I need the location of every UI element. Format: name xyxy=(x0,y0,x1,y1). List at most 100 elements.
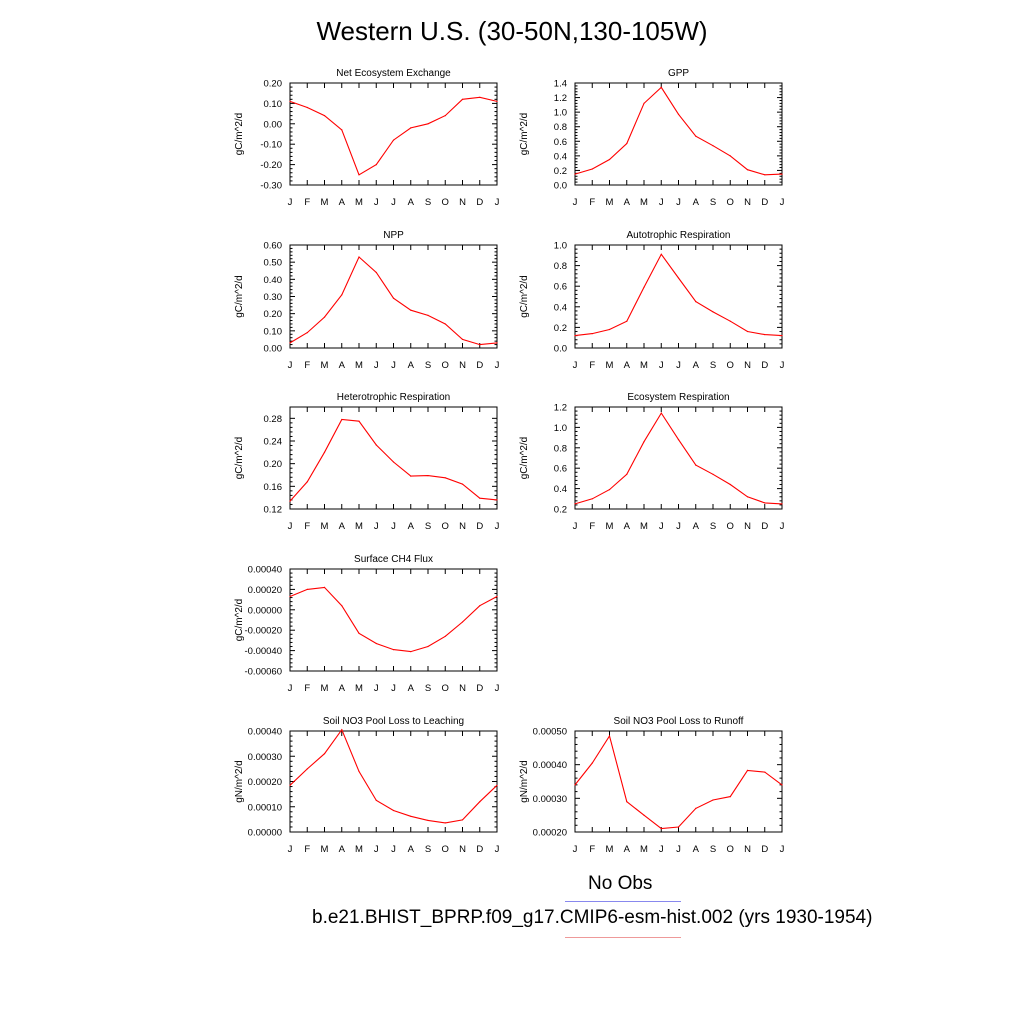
data-point xyxy=(410,475,412,477)
x-tick-label: M xyxy=(355,521,363,532)
data-point xyxy=(591,762,593,764)
x-tick-label: S xyxy=(425,521,431,532)
data-point xyxy=(427,645,429,648)
panel-0: Net Ecosystem Exchange gC/m^2/d -0.30 -0.20… xyxy=(234,68,500,208)
x-tick-label: M xyxy=(606,360,614,371)
data-point xyxy=(479,801,481,803)
x-tick-label: M xyxy=(640,521,648,532)
data-point xyxy=(729,796,731,798)
x-tick-label: D xyxy=(761,360,768,371)
data-point xyxy=(729,155,731,157)
x-tick-label: J xyxy=(573,844,578,855)
data-point xyxy=(660,253,662,255)
data-point xyxy=(289,500,291,502)
data-point xyxy=(660,86,662,88)
y-tick-label: 0.00020 xyxy=(248,777,282,788)
y-tick-label: 0.16 xyxy=(264,482,283,493)
x-tick-label: S xyxy=(425,844,431,855)
x-tick-label: A xyxy=(408,360,415,371)
y-tick-label: 0.20 xyxy=(264,309,283,320)
data-point xyxy=(358,420,360,422)
x-tick-label: M xyxy=(640,844,648,855)
data-point xyxy=(461,98,464,100)
x-tick-label: J xyxy=(495,197,500,208)
data-point xyxy=(574,173,576,175)
y-tick-label: -0.20 xyxy=(260,160,282,171)
data-point xyxy=(289,342,291,344)
data-point xyxy=(375,164,377,166)
data-point xyxy=(695,135,697,137)
x-tick-label: M xyxy=(321,521,329,532)
y-tick-label: 0.4 xyxy=(554,302,567,313)
data-point xyxy=(444,477,446,479)
data-point xyxy=(479,96,481,98)
y-axis-label: gC/m^2/d xyxy=(234,113,245,156)
y-tick-label: 0.00000 xyxy=(248,605,282,616)
y-tick-label: 0.4 xyxy=(554,484,567,495)
x-tick-label: S xyxy=(710,360,716,371)
y-tick-label: 0.12 xyxy=(264,505,283,516)
data-point xyxy=(410,815,412,817)
y-tick-label: 0.8 xyxy=(554,443,567,454)
x-tick-label: J xyxy=(573,360,578,371)
x-tick-label: J xyxy=(288,360,293,371)
data-point xyxy=(306,332,308,334)
x-tick-label: A xyxy=(408,521,415,532)
x-tick-label: M xyxy=(321,844,329,855)
x-tick-label: A xyxy=(624,197,631,208)
x-tick-label: J xyxy=(676,844,681,855)
series-line xyxy=(289,728,498,824)
data-point xyxy=(375,642,377,645)
data-point xyxy=(323,753,326,755)
x-tick-label: N xyxy=(459,844,466,855)
x-tick-label: F xyxy=(589,360,595,371)
panel-title: Net Ecosystem Exchange xyxy=(336,68,451,79)
data-point xyxy=(306,106,308,109)
x-tick-label: N xyxy=(459,360,466,371)
x-tick-label: F xyxy=(304,197,310,208)
x-tick-label: M xyxy=(321,197,329,208)
x-tick-label: M xyxy=(606,521,614,532)
panel-title: Soil NO3 Pool Loss to Runoff xyxy=(614,716,744,727)
x-tick-label: D xyxy=(476,683,483,694)
y-tick-label: 0.00040 xyxy=(248,565,282,576)
x-tick-label: D xyxy=(476,360,483,371)
x-tick-label: J xyxy=(374,197,379,208)
data-point xyxy=(781,503,783,505)
x-tick-label: O xyxy=(442,844,449,855)
x-tick-label: M xyxy=(606,844,614,855)
data-point xyxy=(392,649,395,651)
x-tick-label: A xyxy=(339,844,346,855)
x-tick-label: F xyxy=(304,844,310,855)
legend-label-no-obs: No Obs xyxy=(588,873,653,894)
data-point xyxy=(306,768,308,770)
x-tick-label: M xyxy=(355,844,363,855)
data-point xyxy=(375,799,377,802)
y-tick-label: 0.60 xyxy=(264,241,283,252)
data-point xyxy=(479,605,481,607)
data-point xyxy=(729,483,731,486)
y-tick-label: 0.10 xyxy=(264,99,283,110)
y-tick-label: 0.6 xyxy=(554,137,567,148)
data-point xyxy=(660,828,662,830)
panel-4: Heterotrophic Respiration gC/m^2/d 0.12 0.1… xyxy=(234,392,500,532)
x-tick-label: J xyxy=(495,844,500,855)
data-point xyxy=(496,100,498,102)
x-tick-label: A xyxy=(339,683,346,694)
panel-7: Soil NO3 Pool Loss to LeachinggN/m^2/d0.… xyxy=(234,716,500,855)
figure-title: Western U.S. (30-50N,130-105W) xyxy=(316,16,708,46)
y-tick-label: 0.4 xyxy=(554,151,567,162)
x-tick-label: J xyxy=(374,844,379,855)
y-tick-label: 0.00020 xyxy=(248,585,282,596)
data-point xyxy=(660,412,662,414)
y-tick-label: 0.28 xyxy=(264,414,283,425)
x-tick-label: A xyxy=(693,844,700,855)
x-tick-label: J xyxy=(391,844,396,855)
x-tick-label: M xyxy=(321,360,329,371)
x-tick-label: A xyxy=(624,521,631,532)
data-point xyxy=(461,483,464,485)
x-tick-label: S xyxy=(710,844,716,855)
data-point xyxy=(764,334,766,336)
x-tick-label: M xyxy=(321,683,329,694)
